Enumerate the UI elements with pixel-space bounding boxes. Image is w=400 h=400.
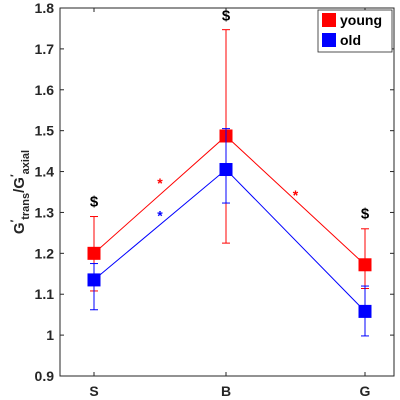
y-tick-label: 1.3 [35,204,55,220]
ylabel-sub2: axial [20,150,32,174]
significance-dollar: $ [222,7,231,24]
legend-marker-young [322,13,336,27]
annotations: $ $ $ * * * [90,7,370,223]
x-tick-label: B [221,383,231,399]
y-tick-label: 1.7 [35,41,55,57]
data-point-old [219,163,233,177]
ylabel-slash: / [11,188,28,193]
x-tick-label: G [360,383,371,399]
series-layer [87,29,372,337]
significance-asterisk: * [293,187,299,203]
legend-marker-old [322,33,336,47]
significance-asterisk: * [157,208,163,224]
plot-area [59,7,395,377]
data-point-old [358,304,372,318]
ylabel-sub1: trans [20,193,32,220]
data-point-young [87,246,101,260]
legend-label-old: old [340,32,361,48]
ylabel-prime2: ′ [9,174,21,177]
y-tick-label: 1.4 [35,164,55,180]
data-point-old [87,273,101,287]
y-tick-label: 1 [46,327,54,343]
series-old [87,128,372,337]
y-tick-label: 0.9 [35,368,55,384]
y-axis-label: G′trans/G′axial [9,150,32,234]
significance-dollar: $ [361,206,370,223]
y-axis-ticks: 0.9 1 1.1 1.2 1.3 1.4 1.5 1.6 1.7 1.8 [35,0,394,384]
y-tick-label: 1.8 [35,0,55,16]
x-tick-label: S [89,383,98,399]
ylabel-g1: G [11,222,28,234]
significance-dollar: $ [90,193,99,210]
legend-label-young: young [340,12,382,28]
y-tick-label: 1.1 [35,286,55,302]
y-tick-label: 1.2 [35,245,55,261]
y-tick-label: 1.5 [35,123,55,139]
ylabel-g2: G [11,177,28,189]
data-point-young [358,258,372,272]
y-tick-label: 1.6 [35,82,55,98]
ylabel-prime1: ′ [9,219,21,222]
significance-asterisk: * [157,175,163,191]
legend: young old [317,9,393,53]
